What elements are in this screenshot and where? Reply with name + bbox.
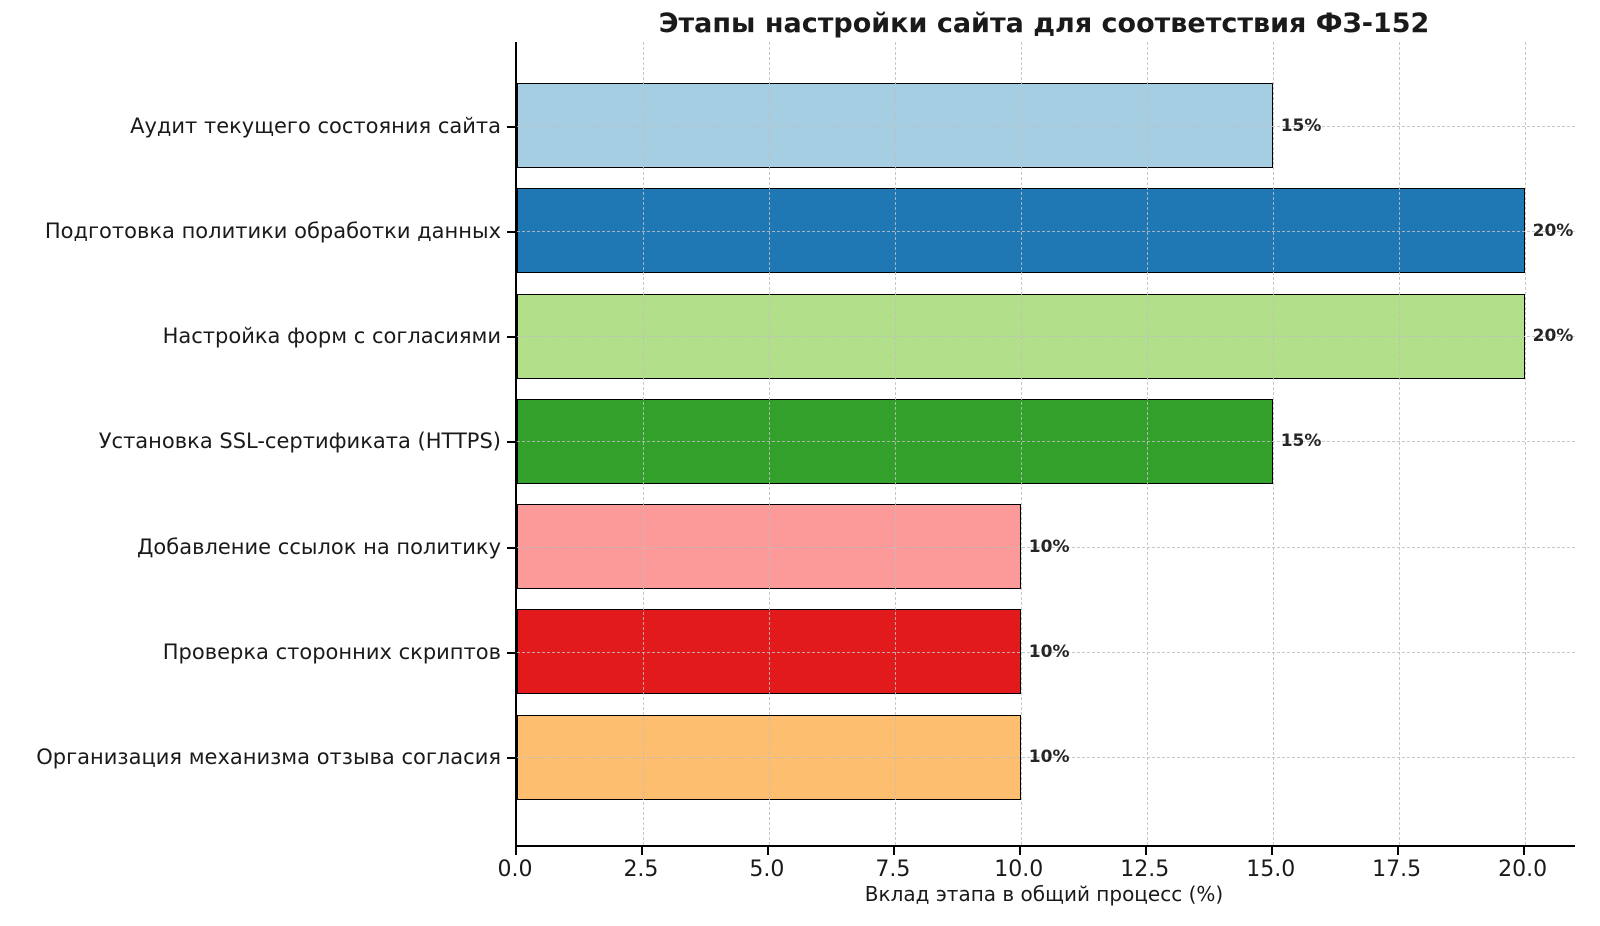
x-axis-label: Вклад этапа в общий процесс (%) [864, 882, 1224, 906]
category-label: Аудит текущего состояния сайта [130, 113, 501, 138]
grid-line-vertical [1398, 42, 1400, 845]
x-tick-label: 10.0 [994, 857, 1044, 882]
y-tick-mark [507, 125, 515, 128]
grid-line-horizontal [517, 757, 1575, 758]
bar-value-label: 15% [1280, 431, 1322, 452]
category-label: Подготовка политики обработки данных [44, 218, 501, 243]
x-tick-label: 0.0 [497, 857, 533, 882]
bar-value-label: 10% [1028, 747, 1070, 767]
bar-value-label: 20% [1532, 326, 1574, 346]
grid-line-vertical [894, 42, 896, 845]
bar-value-label: 20% [1532, 220, 1574, 241]
grid-line-vertical [642, 42, 644, 845]
category-label: Настройка форм с согласиями [162, 324, 501, 348]
grid-line-vertical [1146, 42, 1148, 845]
grid-line-horizontal [517, 336, 1575, 337]
x-tick-mark [1270, 847, 1273, 855]
bar-value-label: 10% [1028, 536, 1070, 557]
category-label: Установка SSL-сертификата (HTTPS) [98, 429, 501, 454]
x-tick-mark [892, 847, 895, 855]
grid-line-horizontal [517, 230, 1575, 232]
grid-line-vertical [1020, 42, 1022, 845]
grid-line-vertical [1272, 42, 1274, 845]
x-tick-mark [1018, 847, 1021, 855]
x-tick-mark [640, 847, 643, 855]
x-tick-label: 12.5 [1120, 857, 1170, 882]
category-label: Добавление ссылок на политику [137, 534, 501, 559]
bar-value-label: 10% [1028, 641, 1070, 662]
grid-line-vertical [1524, 42, 1526, 845]
category-label: Проверка сторонних скриптов [162, 639, 501, 664]
grid-line-horizontal [517, 441, 1575, 443]
y-tick-mark [507, 336, 515, 338]
y-tick-mark [507, 441, 515, 444]
grid-line-horizontal [517, 651, 1575, 653]
y-tick-mark [507, 546, 515, 549]
grid-line-horizontal [517, 125, 1575, 127]
x-tick-mark [1522, 847, 1525, 855]
x-tick-label: 7.5 [875, 857, 911, 882]
x-tick-label: 20.0 [1498, 857, 1548, 882]
x-tick-label: 17.5 [1372, 857, 1422, 882]
y-tick-mark [507, 230, 515, 233]
x-tick-label: 5.0 [749, 857, 785, 882]
x-tick-mark [1144, 847, 1147, 855]
x-tick-label: 2.5 [623, 857, 659, 882]
chart-title: Этапы настройки сайта для соответствия Ф… [658, 8, 1430, 39]
x-tick-mark [766, 847, 769, 855]
grid-line-vertical [768, 42, 770, 845]
y-tick-mark [507, 651, 515, 654]
grid-line-horizontal [517, 546, 1575, 548]
x-tick-mark [515, 847, 517, 855]
bar-value-label: 15% [1280, 115, 1322, 136]
category-label: Организация механизма отзыва согласия [36, 745, 501, 769]
plot-area [515, 42, 1575, 847]
x-tick-mark [1396, 847, 1399, 855]
x-tick-label: 15.0 [1246, 857, 1296, 882]
y-tick-mark [507, 757, 515, 759]
